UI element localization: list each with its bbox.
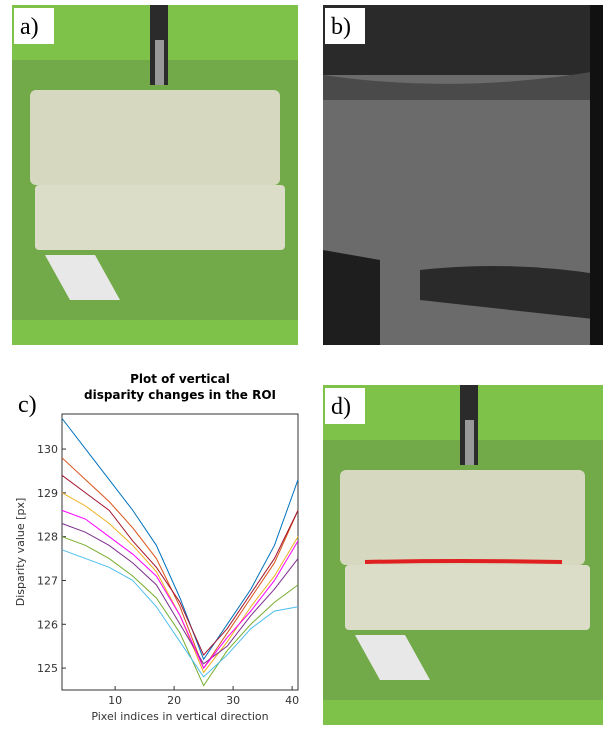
panel-label: a): [20, 14, 39, 40]
x-tick-label: 20: [167, 694, 181, 707]
y-tick-label: 125: [37, 662, 58, 675]
photo-b: [323, 5, 603, 345]
y-tick-label: 126: [37, 618, 58, 631]
y-tick-label: 127: [37, 574, 58, 587]
x-tick-label: 10: [108, 694, 122, 707]
chart-title: disparity changes in the ROI: [84, 388, 276, 402]
panel-label: b): [331, 14, 351, 40]
x-tick-label: 30: [226, 694, 240, 707]
y-tick-label: 130: [37, 443, 58, 456]
figure: a) b) d) c) Plot of vertical disparity ch…: [0, 0, 608, 731]
photo-a: [12, 5, 298, 345]
x-tick-label: 40: [285, 694, 299, 707]
panel-label: c): [18, 392, 37, 418]
panel-label: d): [331, 394, 351, 420]
plot: Plot of vertical disparity changes in the…: [14, 372, 299, 723]
y-tick-label: 128: [37, 531, 58, 544]
y-tick-label: 129: [37, 487, 58, 500]
chart-title: Plot of vertical: [130, 372, 230, 386]
x-axis-label: Pixel indices in vertical direction: [91, 710, 268, 723]
photo-d: [323, 385, 603, 725]
y-axis-label: Disparity value [px]: [14, 498, 27, 607]
